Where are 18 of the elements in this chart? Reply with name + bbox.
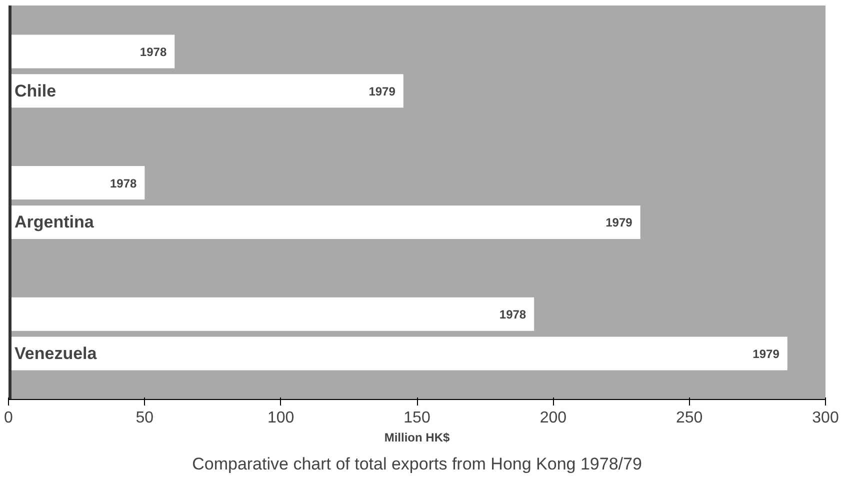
series-label: 1979: [368, 84, 396, 98]
x-tick-label: 150: [404, 410, 430, 426]
text: 1979: [752, 347, 780, 362]
text: 1978: [140, 44, 167, 59]
x-tick-label: 100: [267, 410, 294, 426]
x-tick-label: 0: [4, 410, 14, 426]
y-tick-label: Argentina: [14, 212, 94, 232]
text: 1979: [606, 216, 632, 230]
text: 1978: [499, 308, 526, 322]
text: Comparative chart of total exports from Hong Kong 1978/79: [192, 454, 642, 474]
x-tick-label: 50: [136, 410, 154, 426]
series-label: 1978: [110, 176, 137, 190]
y-tick-label: Chile: [14, 81, 56, 100]
y-tick-label: Venezuela: [14, 344, 98, 364]
x-axis-title: Million HK$: [384, 430, 450, 444]
x-tick-label: 300: [812, 410, 839, 426]
x-tick-label: 200: [540, 410, 567, 426]
x-tick-label: 250: [676, 410, 703, 426]
